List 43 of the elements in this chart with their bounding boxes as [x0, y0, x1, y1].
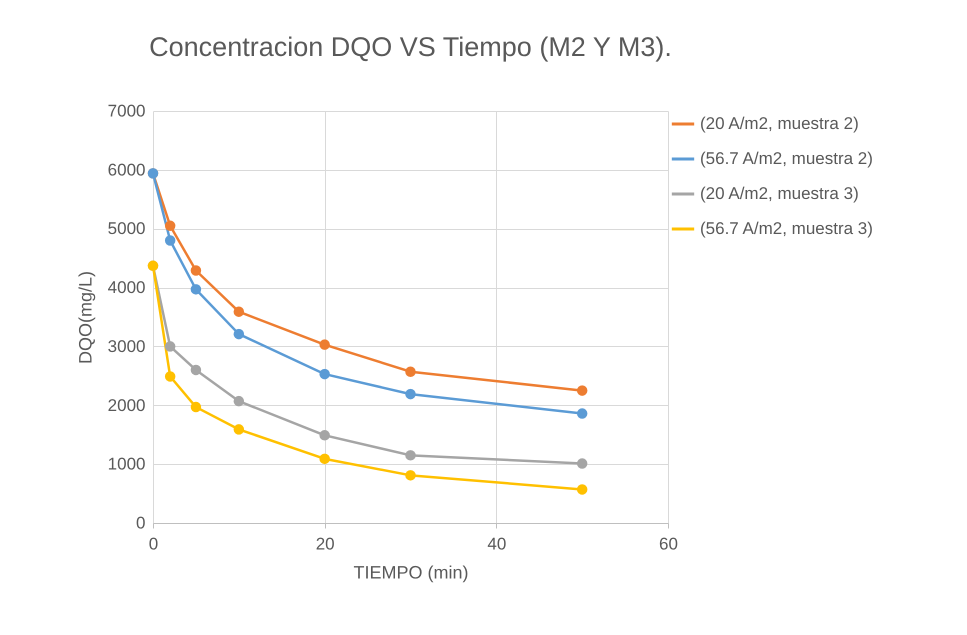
point	[405, 366, 416, 377]
legend-label: (20 A/m2, muestra 3)	[700, 184, 859, 203]
point	[319, 368, 330, 380]
point	[405, 450, 416, 461]
point	[190, 364, 202, 376]
point	[190, 402, 202, 412]
y-tick-label: 5000	[108, 219, 146, 238]
point	[234, 396, 244, 406]
point	[190, 265, 202, 276]
legend-label: (56.7 A/m2, muestra 3)	[700, 219, 873, 238]
point	[405, 388, 416, 400]
point	[164, 220, 176, 232]
point	[576, 484, 588, 495]
point	[164, 371, 176, 382]
y-tick-label: 3000	[108, 336, 146, 356]
point	[576, 385, 588, 396]
y-tick-label: 4000	[108, 278, 146, 298]
point	[319, 454, 330, 464]
point	[576, 408, 588, 419]
point	[319, 339, 330, 350]
point	[319, 430, 330, 441]
x-axis-title: TIEMPO (min)	[354, 562, 468, 582]
y-axis-title: DQO(mg/L)	[76, 270, 96, 364]
point	[234, 306, 244, 317]
legend-label: (20 A/m2, muestra 2)	[700, 114, 859, 133]
y-tick-label: 7000	[108, 102, 146, 120]
chart-title: Concentracion DQO VS Tiempo (M2 Y M3).	[149, 32, 672, 62]
point	[164, 235, 176, 246]
x-tick-label: 40	[487, 534, 506, 554]
x-tick-label: 20	[316, 534, 335, 554]
point	[576, 458, 588, 469]
y-tick-label: 6000	[108, 160, 146, 180]
point	[190, 284, 202, 295]
legend-label: (56.7 A/m2, muestra 2)	[700, 149, 873, 168]
y-tick-label: 1000	[108, 454, 146, 474]
point	[234, 328, 244, 340]
point	[405, 470, 416, 481]
x-tick-label: 60	[659, 534, 678, 554]
point	[164, 341, 176, 352]
y-tick-label: 0	[136, 514, 146, 532]
x-tick-label: 0	[148, 534, 158, 554]
y-tick-label: 2000	[108, 396, 146, 415]
point	[234, 424, 244, 435]
